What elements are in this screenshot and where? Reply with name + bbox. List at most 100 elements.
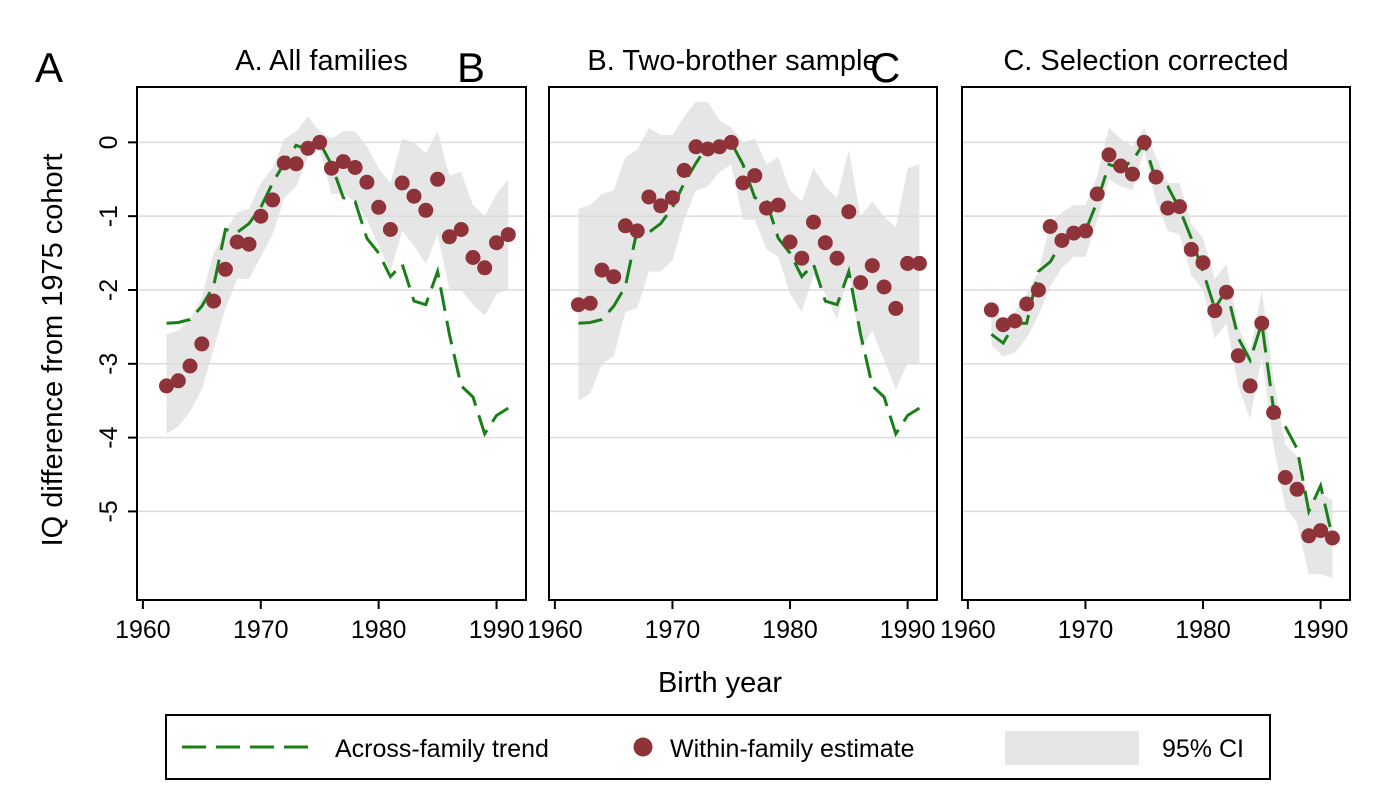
data-point	[888, 300, 904, 316]
panel-letter: A	[35, 44, 63, 91]
panel-letter: C	[870, 44, 900, 91]
panel-frame	[548, 86, 938, 601]
data-point	[1230, 348, 1246, 364]
data-point	[841, 204, 857, 220]
x-tick-label: 1990	[469, 616, 525, 644]
data-point	[688, 139, 704, 155]
panel-frame	[961, 86, 1351, 601]
x-tick-label: 1970	[233, 616, 289, 644]
data-point	[1066, 225, 1082, 241]
data-point	[641, 189, 657, 205]
data-point	[1242, 378, 1258, 394]
legend-ci-symbol	[1005, 731, 1139, 765]
panel-title: C. Selection corrected	[1003, 45, 1288, 77]
data-point	[1277, 470, 1293, 485]
data-point	[1172, 199, 1187, 215]
data-point	[1219, 284, 1234, 300]
data-point	[194, 336, 210, 352]
x-tick-label: 1980	[351, 616, 407, 644]
data-point	[406, 188, 422, 204]
data-point	[477, 260, 493, 276]
panel-a: 1960 1970 1980 1990 0 -1 -2 -3 -4 -5 A. All famili…	[35, 44, 527, 644]
data-point	[570, 297, 586, 313]
y-tick-label: -3	[95, 353, 123, 375]
data-point	[441, 229, 457, 245]
x-axis-label: Birth year	[658, 667, 782, 699]
panel-frame	[136, 86, 527, 601]
legend: Across-family trend Within-family estima…	[165, 714, 1271, 780]
data-point	[241, 236, 257, 252]
data-point	[489, 235, 504, 251]
data-point	[276, 155, 292, 171]
data-point	[1019, 296, 1035, 312]
y-tick-label: -2	[95, 279, 123, 301]
data-point	[700, 141, 716, 157]
data-point	[229, 234, 245, 250]
ci-band	[166, 116, 509, 434]
data-point	[217, 261, 233, 277]
trend-line	[166, 140, 510, 438]
data-point	[864, 258, 880, 274]
x-tick-label: 1980	[762, 616, 818, 644]
data-point	[1042, 219, 1058, 234]
data-point	[853, 275, 869, 291]
data-point	[1266, 405, 1282, 420]
data-point	[735, 175, 751, 191]
data-point	[794, 250, 810, 266]
data-point	[1148, 169, 1164, 185]
data-point	[1125, 166, 1140, 182]
data-point	[723, 134, 739, 150]
data-point	[1113, 158, 1129, 174]
data-point	[418, 202, 434, 218]
data-point	[335, 154, 351, 170]
data-point	[1136, 134, 1152, 150]
data-point	[1030, 282, 1046, 298]
legend-trend-label: Across-family trend	[335, 735, 549, 763]
data-point	[983, 302, 999, 318]
data-point	[453, 222, 469, 237]
y-tick-label: -1	[95, 205, 123, 227]
data-point	[1254, 315, 1270, 331]
data-point	[770, 197, 786, 213]
panel-letter: B	[457, 44, 485, 91]
data-point	[1324, 530, 1340, 546]
data-point	[1207, 303, 1223, 319]
panel-b: 1960 1970 1980 1990 B. Two-brother sample B	[457, 44, 938, 644]
data-point	[617, 218, 633, 234]
x-tick-label: 1990	[1293, 616, 1349, 644]
data-point	[1078, 223, 1093, 239]
data-point	[1289, 481, 1305, 497]
data-point	[347, 160, 363, 175]
data-point	[1007, 313, 1023, 329]
data-point	[312, 134, 328, 150]
data-point	[500, 227, 516, 243]
data-point	[1054, 233, 1070, 248]
data-point	[829, 250, 845, 266]
data-point	[182, 358, 198, 374]
data-point	[629, 223, 645, 239]
data-point	[288, 156, 304, 172]
data-point	[382, 222, 398, 237]
data-point	[1301, 528, 1317, 544]
legend-dot-symbol	[633, 737, 653, 757]
data-point	[665, 190, 680, 206]
data-point	[900, 255, 916, 271]
data-point	[876, 279, 892, 295]
data-point	[324, 160, 339, 176]
panels: 1960 1970 1980 1990 0 -1 -2 -3 -4 -5 A. All famili…	[35, 44, 1351, 644]
data-point	[206, 293, 222, 309]
legend-ci-label: 95% CI	[1162, 735, 1244, 763]
panel-c: 1960 1970 1980 1990 C. Selection corrected C	[870, 44, 1351, 644]
data-point	[1160, 200, 1176, 216]
panel-title: A. All families	[235, 45, 407, 77]
ci-band	[991, 127, 1333, 578]
data-point	[995, 317, 1011, 333]
ci-band	[578, 101, 920, 401]
data-point	[1101, 147, 1117, 163]
data-point	[759, 200, 774, 216]
data-point	[653, 198, 669, 214]
data-point	[712, 139, 727, 155]
x-tick-label: 1990	[880, 616, 936, 644]
data-point	[1183, 241, 1199, 257]
